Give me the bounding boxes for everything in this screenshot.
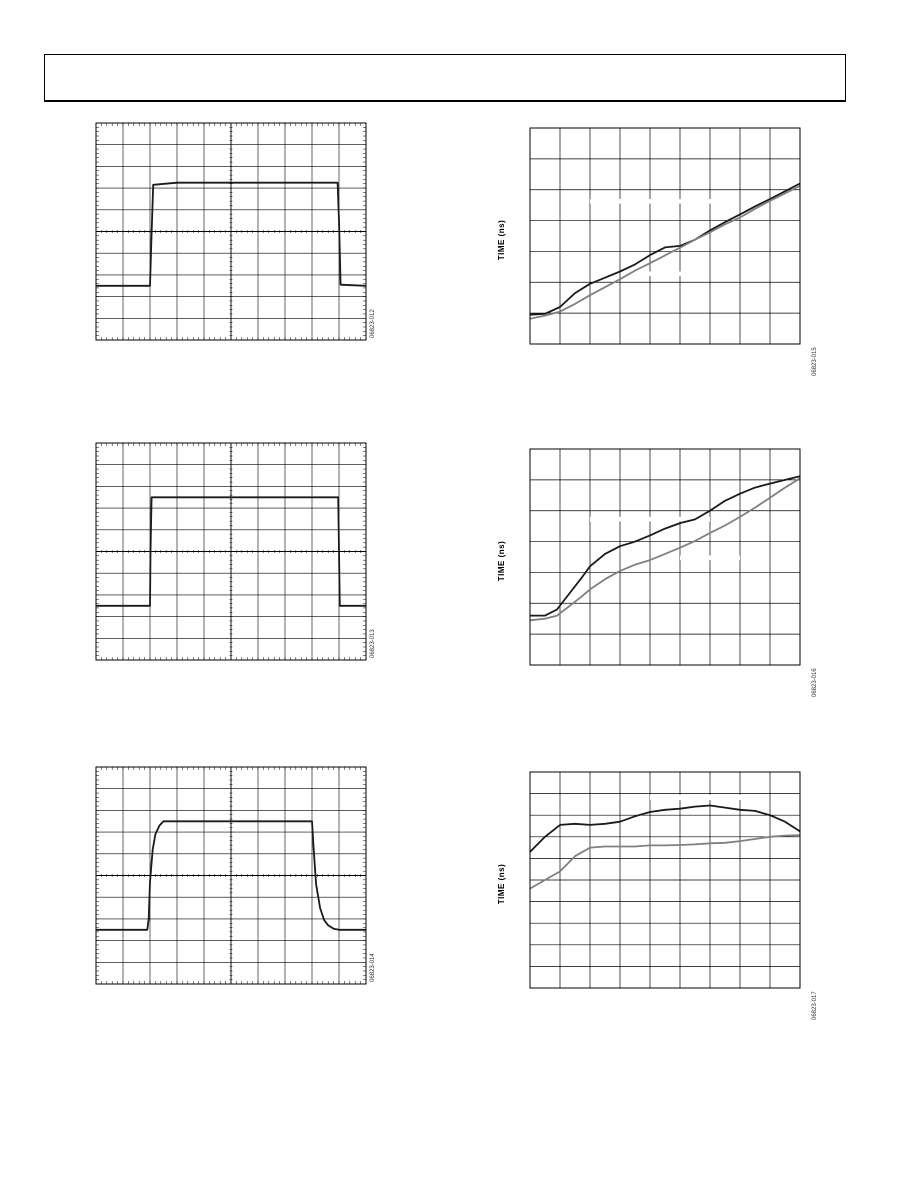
- figure-code: 06823-016: [812, 668, 818, 697]
- curve-frame: [530, 449, 800, 665]
- series-line-dark: [530, 475, 801, 617]
- legend-blank-area: [590, 198, 725, 204]
- scope-frame: [95, 766, 367, 985]
- legend-blank-area: [680, 555, 740, 561]
- curve-frame: [530, 128, 800, 344]
- series-line-gray: [529, 477, 801, 622]
- series-line-gray: [529, 834, 801, 890]
- plot-border: [529, 448, 801, 666]
- plot-border: [529, 127, 801, 345]
- figure-code: 06823-012: [370, 309, 376, 338]
- legend-blank-area: [639, 271, 683, 277]
- series-line-gray: [529, 185, 801, 320]
- signal-trace: [96, 820, 366, 931]
- curve-frame: [530, 772, 800, 988]
- signal-trace: [96, 181, 367, 287]
- signal-trace: [96, 496, 366, 607]
- plot-border: [529, 771, 801, 989]
- y-axis-label: TIME (ns): [497, 864, 506, 905]
- legend-blank-area: [650, 794, 746, 801]
- figure-code: 06823-015: [812, 347, 818, 376]
- y-axis-label: TIME (ns): [497, 541, 506, 582]
- figure-code: 06823-014: [370, 953, 376, 982]
- page-header-box: [44, 54, 846, 102]
- figure-code: 06823-017: [812, 991, 818, 1020]
- figure-code: 06823-013: [370, 629, 376, 658]
- series-line-dark: [529, 804, 801, 853]
- series-line-dark: [529, 182, 801, 316]
- legend-blank-area: [590, 516, 710, 522]
- y-axis-label: TIME (ns): [497, 220, 506, 261]
